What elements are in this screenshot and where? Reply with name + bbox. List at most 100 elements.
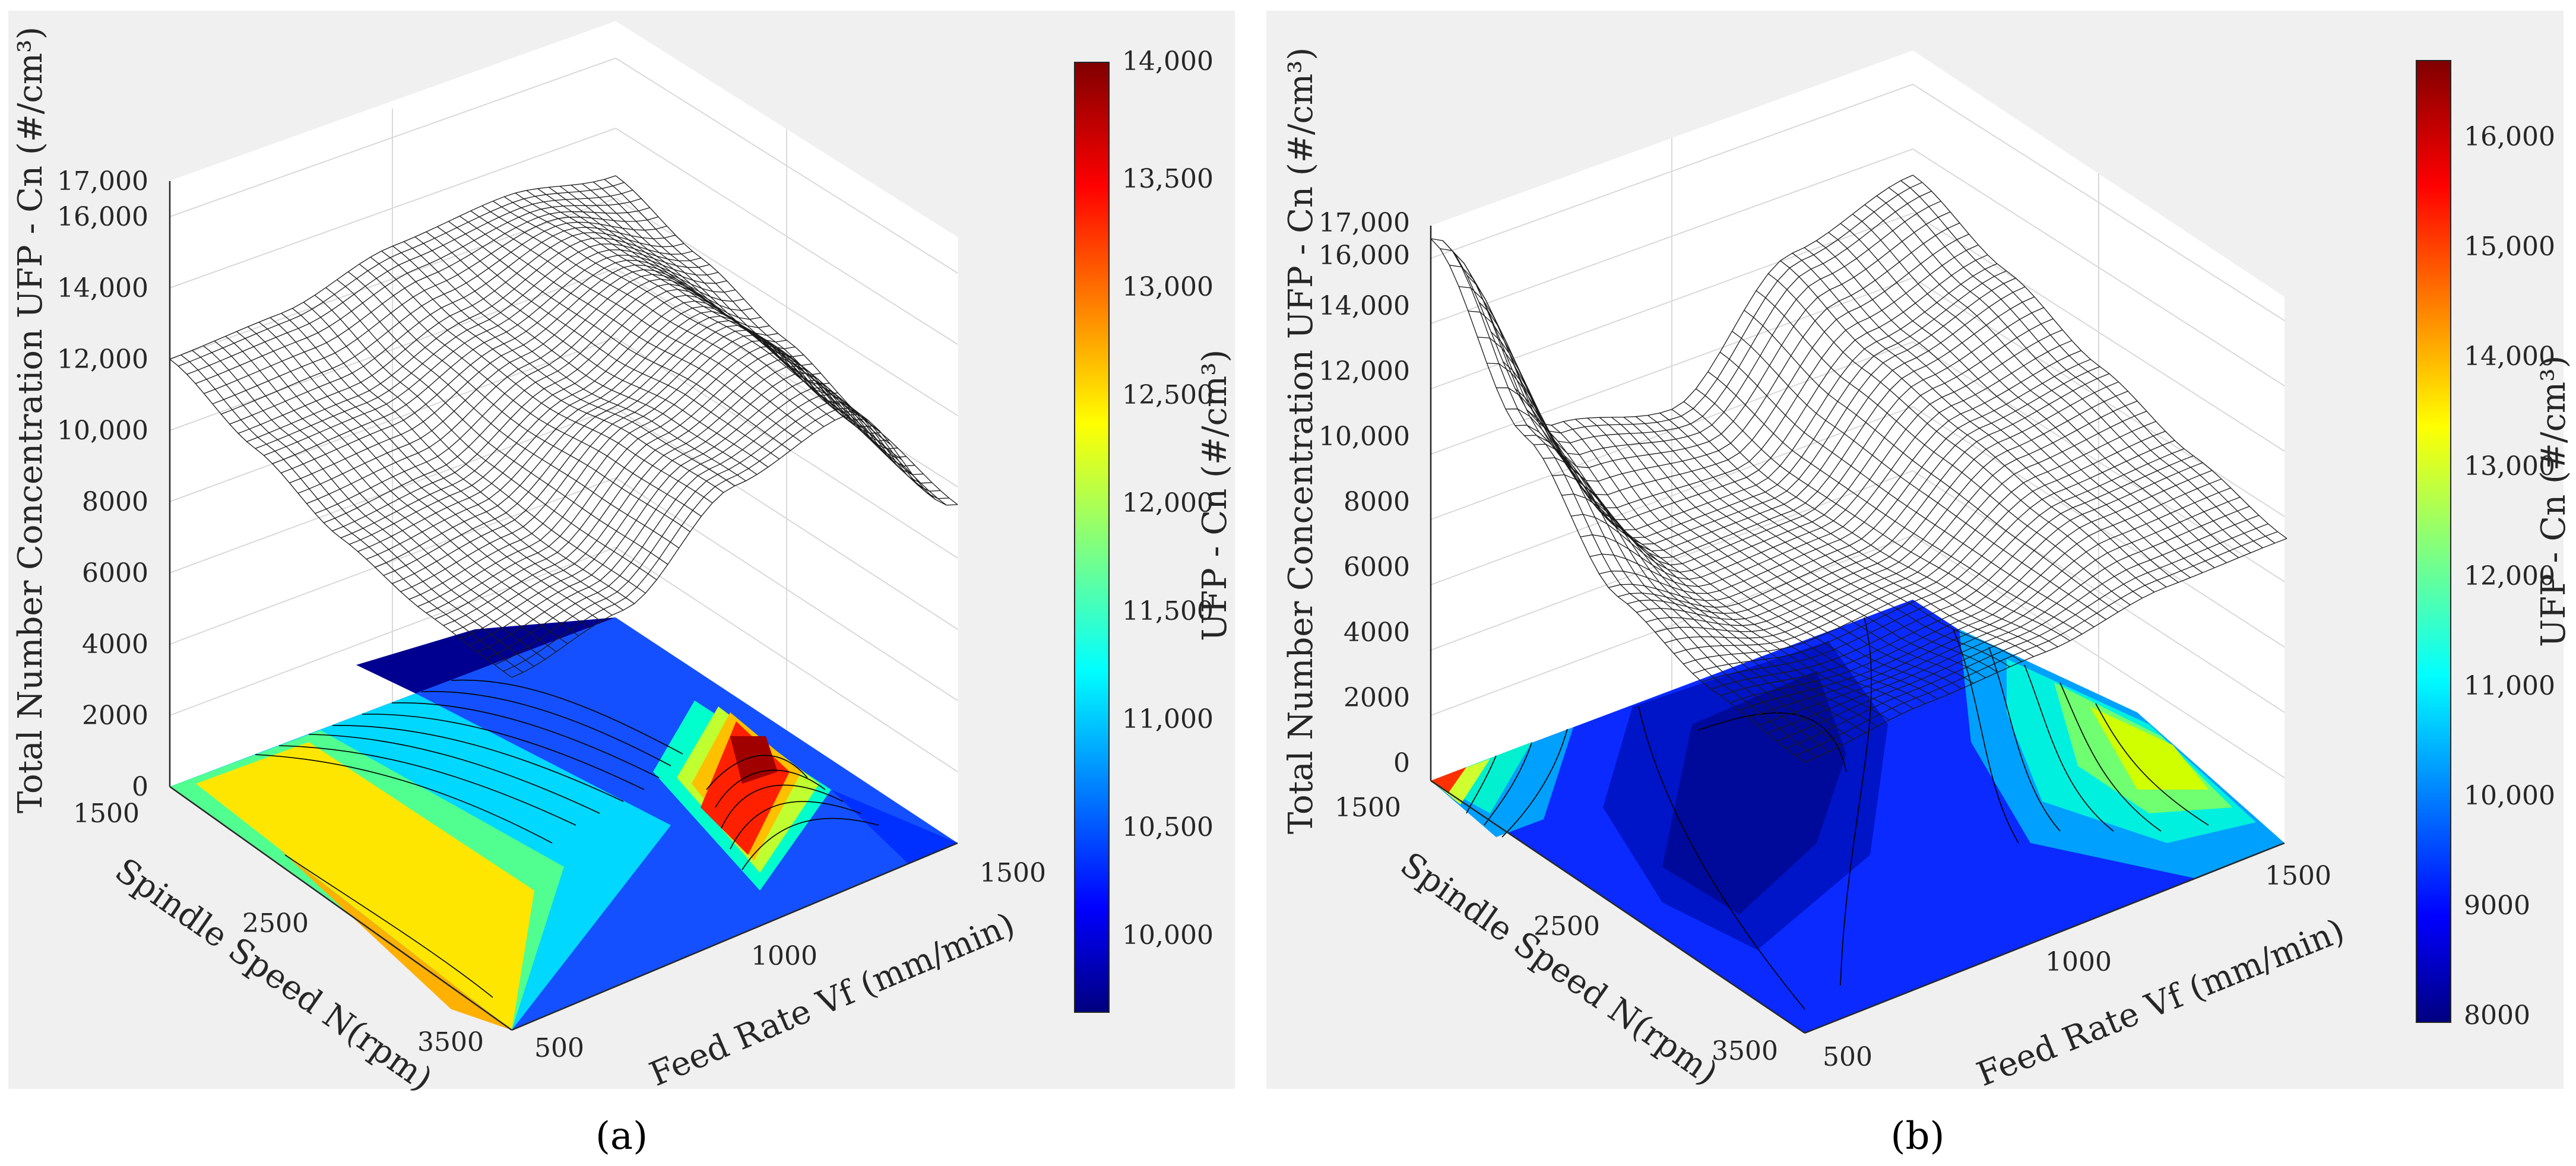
panel-a: 0 2000 4000 6000 8000 10,000 12,000 14,0… xyxy=(8,11,1235,1158)
z-tick: 16,000 xyxy=(1319,240,1410,271)
y-tick-labels: 1500 2500 3500 xyxy=(73,799,484,1057)
mesh-line xyxy=(443,359,889,626)
y-tick: 3500 xyxy=(417,1027,484,1057)
mesh-line xyxy=(417,340,864,607)
mesh-line xyxy=(169,175,616,360)
colorbar: 8000 9000 10,000 11,000 12,000 13,000 14… xyxy=(2416,60,2573,1031)
mesh-line xyxy=(280,259,727,474)
mesh-line xyxy=(246,237,693,442)
z-tick-labels: 0 2000 4000 6000 8000 10,000 12,000 14,0… xyxy=(57,166,148,802)
x-tick: 1000 xyxy=(751,941,818,971)
colorbar-label: UFP - Cn (#/cm³) xyxy=(1196,350,1234,641)
mesh-line xyxy=(221,221,667,415)
z-tick: 14,000 xyxy=(1319,291,1410,321)
mesh-line xyxy=(1739,479,2222,711)
mesh-line xyxy=(1692,440,2175,674)
mesh-line xyxy=(1552,296,2035,559)
colorbar-gradient xyxy=(2416,60,2451,1023)
axes-lines xyxy=(169,181,958,1031)
z-tick: 14,000 xyxy=(57,273,148,303)
y-tick: 2500 xyxy=(1533,911,1600,942)
mesh-line xyxy=(297,269,744,494)
mesh-line xyxy=(212,216,659,404)
mesh-line xyxy=(1702,448,2185,683)
z-tick: 10,000 xyxy=(57,416,148,446)
colorbar-tick: 9000 xyxy=(2464,891,2530,921)
mesh-line xyxy=(1758,496,2241,726)
z-tick: 8000 xyxy=(1344,487,1410,517)
mesh-line xyxy=(1514,263,1998,531)
colorbar-gradient xyxy=(1074,62,1110,1013)
colorbar-tick: 10,000 xyxy=(2464,781,2555,811)
panel-b: 0 2000 4000 6000 8000 10,000 12,000 14,0… xyxy=(1266,11,2573,1158)
mesh-line xyxy=(255,243,702,449)
colorbar-tick: 14,000 xyxy=(2464,341,2555,372)
mesh-line xyxy=(1440,182,1923,433)
mesh-line xyxy=(503,408,949,672)
caption-b: (b) xyxy=(1891,1114,1945,1158)
mesh-line xyxy=(1655,400,2138,633)
mesh-line xyxy=(186,189,633,375)
z-tick: 17,000 xyxy=(1319,208,1410,238)
colorbar-tick: 12,500 xyxy=(1122,380,1213,410)
colorbar-tick: 10,000 xyxy=(1122,920,1213,950)
z-tick: 17,000 xyxy=(57,166,148,197)
x-tick: 500 xyxy=(534,1033,584,1063)
mesh-line xyxy=(272,255,718,464)
mesh-line xyxy=(460,373,907,639)
colorbar-tick: 10,500 xyxy=(1122,812,1213,842)
colorbar-tick: 13,000 xyxy=(1122,272,1213,302)
colorbar-tick: 11,500 xyxy=(1122,596,1213,626)
mesh-line xyxy=(1683,430,2166,664)
mesh-line xyxy=(1617,366,2100,608)
z-tick: 10,000 xyxy=(1319,422,1410,452)
mesh-line xyxy=(1561,307,2044,566)
mesh-line xyxy=(1505,254,1988,521)
y-tick: 2500 xyxy=(242,908,309,939)
z-tick: 12,000 xyxy=(57,344,148,375)
mesh-line xyxy=(264,249,710,456)
mesh-line xyxy=(1430,175,1913,426)
x-tick: 500 xyxy=(1823,1042,1872,1072)
mesh-line xyxy=(1767,506,2250,734)
colorbar-ticks: 10,000 10,500 11,000 11,500 12,000 12,50… xyxy=(1122,46,1213,950)
mesh-line xyxy=(1646,391,2128,626)
mesh-line xyxy=(494,401,941,666)
mesh-line xyxy=(1720,462,2203,696)
z-tick: 4000 xyxy=(82,629,148,660)
mesh-line xyxy=(511,414,958,678)
mesh-line xyxy=(426,346,873,614)
mesh-line xyxy=(1804,538,2287,763)
mesh-line xyxy=(229,227,676,425)
z-tick: 16,000 xyxy=(57,202,148,232)
colorbar-tick: 11,000 xyxy=(1122,704,1213,734)
x-tick-labels: 500 1000 1500 xyxy=(534,858,1046,1063)
z-tick: 12,000 xyxy=(1319,356,1410,386)
mesh-line xyxy=(237,232,685,434)
colorbar-tick: 12,000 xyxy=(2464,561,2555,591)
mesh-line xyxy=(1636,381,2119,620)
z-axis-label: Total Number Concentration UFP - Cn (#/c… xyxy=(11,27,50,813)
colorbar-tick: 8000 xyxy=(2464,1000,2530,1031)
mesh-line xyxy=(306,274,753,504)
colorbar-tick: 13,000 xyxy=(2464,451,2555,481)
x-tick-labels: 500 1000 1500 xyxy=(1823,861,2331,1072)
colorbar-tick: 15,000 xyxy=(2464,232,2555,262)
axes-lines xyxy=(1430,226,2285,1034)
mesh-line xyxy=(1795,531,2278,756)
z-tick: 2000 xyxy=(1344,683,1410,713)
colorbar-tick: 12,000 xyxy=(1122,488,1213,518)
colorbar: 10,000 10,500 11,000 11,500 12,000 12,50… xyxy=(1074,46,1234,1013)
mesh-line xyxy=(195,198,642,384)
caption-a: (a) xyxy=(595,1114,648,1158)
mesh-line xyxy=(323,283,770,524)
mesh-line xyxy=(1608,359,2091,601)
mesh-line xyxy=(289,264,736,484)
mesh-line xyxy=(1674,421,2156,654)
mesh-line xyxy=(1664,410,2147,644)
z-tick: 2000 xyxy=(82,701,148,731)
z-tick: 8000 xyxy=(82,487,148,517)
colorbar-tick: 11,000 xyxy=(2464,671,2555,701)
mesh-line xyxy=(1786,523,2268,749)
mesh-line xyxy=(1571,318,2054,573)
